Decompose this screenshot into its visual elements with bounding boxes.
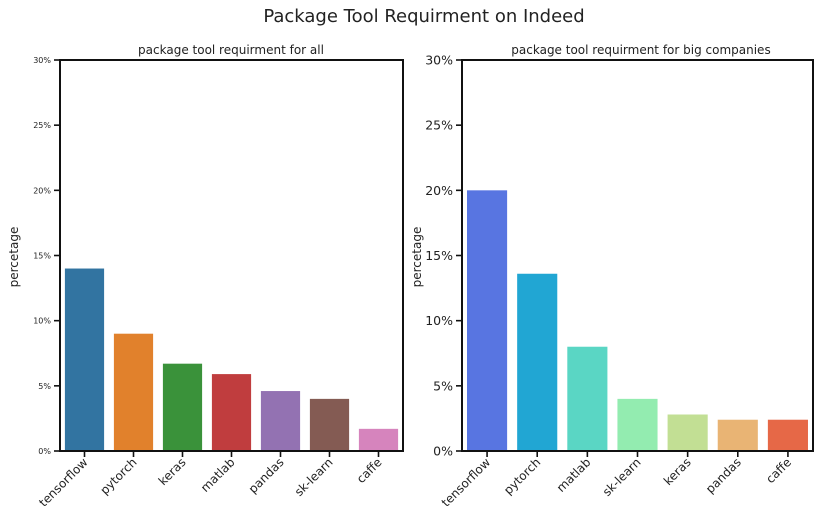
chart-right-xtick-label: caffe [763, 455, 794, 486]
chart-left-xaxis: tensorflow pytorch keras matlab pandas sk-lea… [36, 451, 385, 510]
chart-right-yaxis: 0% 5% 10% 15% 20% 25% 30% [425, 53, 462, 459]
chart-left-frame [59, 59, 404, 452]
chart-right-xtick-label: matlab [554, 455, 594, 495]
chart-right-ytick-label: 15% [425, 248, 453, 263]
chart-right-bar-keras [667, 414, 708, 451]
chart-left-bar-tensorflow [64, 268, 105, 451]
chart-left-ytick-label: 0% [38, 447, 51, 456]
chart-left-yaxis: 0% 5% 10% 15% 20% 25% 30% [33, 56, 60, 456]
chart-left-ytick-label: 10% [33, 317, 51, 326]
chart-left-title: package tool requirment for all [138, 43, 324, 57]
chart-left-ytick-label: 15% [33, 252, 51, 261]
chart-left-bar-caffe [358, 428, 399, 451]
chart-left-ytick-label: 25% [33, 121, 51, 130]
chart-right-ytick-label: 10% [425, 313, 453, 328]
chart-right-bar-matlab [567, 346, 608, 451]
chart-right-ytick-label: 25% [425, 118, 453, 133]
chart-left-bar-matlab [211, 374, 252, 451]
chart-right-bars [467, 190, 808, 451]
chart-left-ytick-label: 20% [33, 186, 51, 195]
chart-left-xtick-label: pytorch [97, 455, 139, 497]
chart-right-xtick-label: keras [661, 455, 694, 488]
chart-right-xaxis: tensorflow pytorch matlab sk-learn keras pand… [439, 451, 794, 510]
chart-left-ytick-label: 5% [38, 382, 51, 391]
chart-right-xtick-label: pytorch [501, 455, 543, 497]
chart-right-xtick-label: pandas [703, 455, 744, 496]
chart-right-ytick-label: 30% [425, 53, 453, 68]
chart-left-xtick-label: caffe [354, 455, 385, 486]
chart-left: package tool requirment for all percetag… [7, 43, 404, 510]
chart-right-ytick-label: 5% [433, 378, 453, 393]
chart-right-bar-pandas [717, 419, 758, 451]
chart-right-ylabel: percetage [410, 227, 424, 288]
chart-right-ytick-label: 20% [425, 183, 453, 198]
chart-left-ytick-label: 30% [33, 56, 51, 65]
chart-left-xtick-label: sk-learn [292, 455, 336, 499]
chart-left-ylabel: percetage [7, 227, 21, 288]
figure-title: Package Tool Requirment on Indeed [263, 6, 584, 27]
chart-left-bar-pytorch [113, 333, 154, 451]
chart-right-frame [461, 59, 814, 452]
chart-right-bar-tensorflow [467, 190, 508, 451]
chart-left-xtick-label: keras [156, 455, 189, 488]
chart-right-bar-sk-learn [617, 398, 658, 451]
chart-right-bar-pytorch [517, 273, 558, 451]
chart-right-title: package tool requirment for big companie… [511, 43, 770, 57]
chart-right-xtick-label: sk-learn [600, 455, 644, 499]
chart-right-ytick-label: 0% [433, 444, 453, 459]
chart-right-xtick-label: tensorflow [439, 455, 494, 510]
chart-left-xtick-label: pandas [246, 455, 287, 496]
chart-left-bars [64, 268, 399, 451]
chart-left-bar-pandas [260, 391, 301, 451]
chart-left-xtick-label: tensorflow [36, 455, 91, 510]
chart-right: package tool requirment for big companie… [410, 43, 814, 510]
chart-right-bar-caffe [767, 419, 808, 451]
chart-left-bar-keras [162, 363, 203, 451]
chart-left-xtick-label: matlab [198, 455, 238, 495]
chart-left-bar-sk-learn [309, 398, 350, 451]
